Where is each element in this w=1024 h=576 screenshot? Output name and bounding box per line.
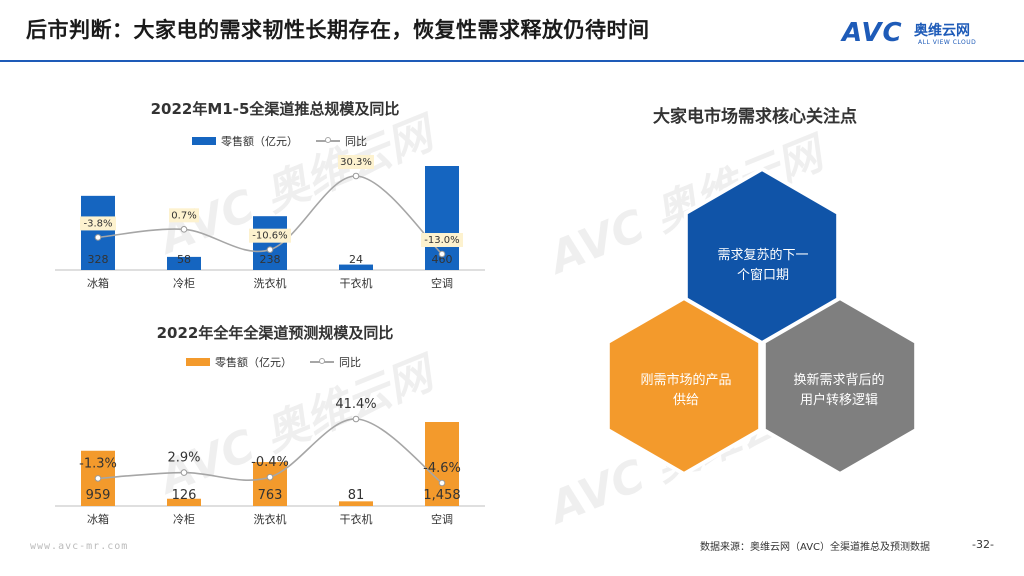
x-tick-label: 干衣机 — [340, 276, 373, 290]
yoy-point — [180, 469, 188, 476]
chart2-title: 2022年全年全渠道预测规模及同比 — [156, 324, 394, 342]
bar-value-label: 328 — [88, 253, 109, 266]
yoy-label: -13.0% — [424, 235, 459, 246]
yoy-label: 30.3% — [340, 157, 372, 168]
bar-value-label: 58 — [177, 253, 191, 266]
yoy-line — [97, 175, 443, 255]
x-tick-label: 冷柜 — [173, 277, 195, 290]
bar — [81, 195, 115, 270]
yoy-label-bg — [338, 155, 374, 169]
legend-line-label: 同比 — [345, 135, 367, 148]
yoy-label-bg — [249, 228, 291, 243]
yoy-label: 0.7% — [171, 210, 196, 221]
bar — [339, 501, 373, 506]
hexagon-right-line2: 用户转移逻辑 — [799, 393, 878, 408]
chart1-title: 2022年M1-5全渠道推总规模及同比 — [150, 100, 400, 118]
header-divider — [0, 60, 1024, 62]
bar-value-label: 460 — [432, 253, 453, 266]
hexagon-diagram — [605, 166, 919, 477]
hexagon-left-line1: 刚需市场的产品 — [640, 373, 732, 388]
x-tick-label: 空调 — [431, 512, 453, 526]
chart2-legend: 零售额（亿元） 同比 — [186, 354, 361, 370]
x-tick-label: 冷柜 — [173, 513, 195, 526]
legend-line-swatch — [310, 358, 334, 364]
bar — [339, 264, 373, 270]
x-tick-label: 干衣机 — [340, 512, 373, 526]
yoy-point — [352, 172, 360, 180]
yoy-point — [94, 234, 102, 241]
data-source: 数据来源：奥维云网（AVC）全渠道推总及预测数据 — [700, 542, 931, 553]
yoy-label: -0.4% — [251, 455, 289, 470]
yoy-point — [94, 475, 102, 482]
hexagon-right — [761, 295, 919, 477]
logo-en-text: ALL VIEW CLOUD — [918, 39, 977, 46]
website-url: www.avc-mr.com — [30, 541, 129, 552]
x-tick-label: 空调 — [431, 276, 453, 290]
bar-value-label: 81 — [348, 488, 365, 503]
focus-title: 大家电市场需求核心关注点 — [653, 107, 857, 127]
yoy-point — [352, 415, 360, 423]
x-tick-label: 洗衣机 — [254, 276, 287, 290]
logo-avc-text: AVC — [842, 18, 903, 48]
x-tick-label: 冰箱 — [87, 276, 109, 290]
yoy-label: -10.6% — [252, 231, 287, 242]
bar-value-label: 24 — [349, 253, 363, 266]
yoy-label: 2.9% — [167, 451, 200, 466]
logo-cn-text: 奥维云网 — [914, 23, 970, 39]
yoy-point — [438, 479, 446, 487]
page-number: -32- — [972, 538, 994, 551]
yoy-label: 41.4% — [335, 397, 376, 412]
yoy-point — [266, 473, 274, 481]
bar — [167, 256, 201, 270]
bar — [253, 462, 287, 506]
yoy-label: -4.6% — [423, 461, 461, 476]
yoy-point — [266, 246, 274, 253]
chart2-plot: 959 冰箱 126 冷柜 763 洗衣机 81 干衣机 1,458 空调 -1.3% 2.9% -0.… — [55, 397, 485, 526]
hexagon-right-text: 换新需求背后的 用户转移逻辑 — [774, 371, 904, 411]
x-tick-label: 洗衣机 — [254, 512, 287, 526]
bar-value-label: 126 — [172, 488, 197, 503]
hexagon-top-text: 需求复苏的下一 个窗口期 — [698, 246, 828, 286]
yoy-label: -3.8% — [83, 218, 112, 229]
legend-line-swatch — [316, 137, 340, 143]
bar-value-label: 238 — [260, 253, 281, 266]
bar-value-label: 959 — [86, 488, 111, 503]
yoy-label-bg — [421, 233, 463, 247]
hexagon-top-line1: 需求复苏的下一 — [717, 248, 809, 263]
chart1-plot: 328 冰箱 58 冷柜 238 洗衣机 24 干衣机 460 空调 -3.8% 0.7% -10.6%… — [55, 155, 485, 290]
bar — [167, 498, 201, 506]
legend-line-label: 同比 — [339, 356, 361, 369]
avc-logo: AVC 奥维云网 ALL VIEW CLOUD — [842, 18, 1002, 54]
legend-bar-swatch — [192, 137, 216, 145]
bar-value-label: 1,458 — [423, 488, 460, 503]
hexagon-right-line1: 换新需求背后的 — [793, 373, 885, 388]
legend-bar-swatch — [186, 358, 210, 366]
hexagon-left-line2: 供给 — [672, 393, 699, 408]
chart1-legend: 零售额（亿元） 同比 — [192, 133, 367, 149]
hexagon-left — [605, 295, 763, 477]
yoy-point — [438, 250, 446, 258]
yoy-label: -1.3% — [79, 456, 117, 471]
yoy-label-bg — [80, 216, 116, 231]
page-title: 后市判断：大家电的需求韧性长期存在，恢复性需求释放仍待时间 — [26, 18, 650, 42]
yoy-label-bg — [169, 208, 199, 223]
bar-value-label: 763 — [258, 488, 283, 503]
bar — [425, 422, 459, 506]
legend-bar-label: 零售额（亿元） — [221, 135, 298, 148]
hexagon-left-text: 刚需市场的产品 供给 — [621, 371, 751, 411]
hexagon-top-line2: 个窗口期 — [736, 268, 789, 283]
legend-bar-label: 零售额（亿元） — [215, 356, 292, 369]
x-tick-label: 冰箱 — [87, 512, 109, 526]
yoy-point — [180, 226, 188, 233]
